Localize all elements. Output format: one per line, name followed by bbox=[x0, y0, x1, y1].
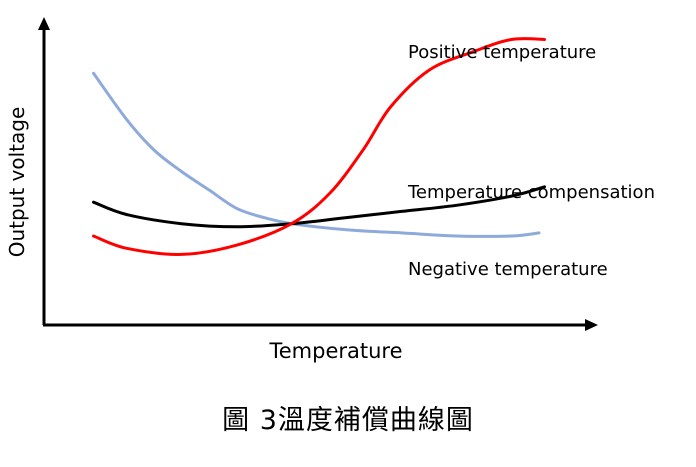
x-axis-label: Temperature bbox=[268, 339, 402, 363]
series-label-compensation: Temperature compensation bbox=[407, 182, 655, 203]
series-label-positive: Positive temperature bbox=[408, 42, 596, 63]
series-layer bbox=[92, 37, 546, 256]
x-axis-arrow bbox=[585, 319, 598, 331]
y-axis-label: Output voltage bbox=[5, 107, 29, 258]
series-negative-temperature bbox=[92, 71, 541, 238]
figure-caption: 圖 3溫度補償曲線圖 bbox=[222, 405, 474, 436]
series-temperature-compensation bbox=[92, 185, 546, 229]
series-label-negative: Negative temperature bbox=[408, 259, 608, 280]
series-positive-temperature bbox=[92, 37, 546, 256]
axes bbox=[38, 17, 598, 331]
y-axis-arrow bbox=[38, 17, 50, 30]
